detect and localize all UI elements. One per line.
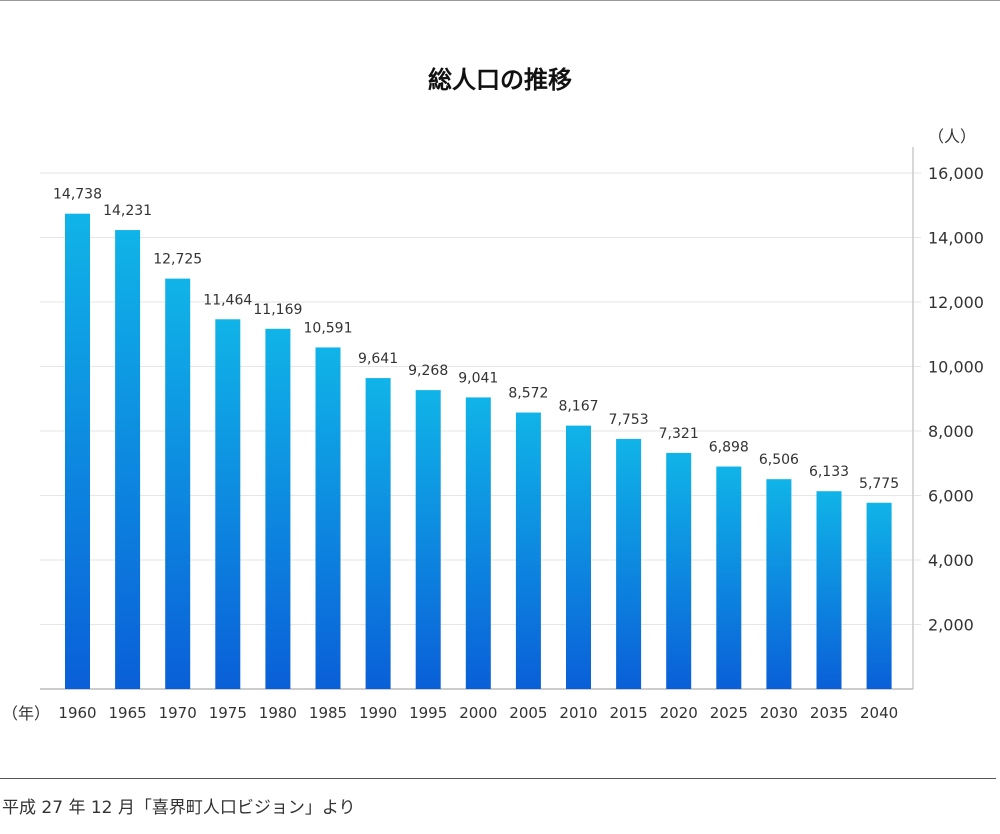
y-tick-label: 10,000 bbox=[928, 358, 984, 377]
bar bbox=[115, 230, 141, 690]
bar-chart: 2,000 4,000 6,000 8,000 10,000 12,000 14,000 16… bbox=[2, 127, 984, 723]
data-label: 6,506 bbox=[759, 452, 799, 468]
y-tick-label: 8,000 bbox=[928, 422, 974, 441]
data-label: 6,133 bbox=[809, 464, 849, 480]
source-divider bbox=[0, 778, 996, 779]
data-label: 7,321 bbox=[659, 426, 699, 442]
x-tick-label: 1970 bbox=[159, 704, 197, 722]
data-label: 9,041 bbox=[458, 370, 498, 386]
bar bbox=[65, 213, 90, 689]
data-label: 12,725 bbox=[153, 252, 202, 268]
data-label: 7,753 bbox=[609, 412, 649, 428]
data-label: 11,464 bbox=[203, 292, 252, 308]
data-label: 10,591 bbox=[304, 320, 353, 336]
bar bbox=[515, 412, 541, 689]
bar bbox=[866, 502, 892, 689]
y-axis-unit: （人） bbox=[928, 127, 976, 146]
y-tick-label: 2,000 bbox=[928, 616, 974, 635]
bar bbox=[566, 425, 591, 689]
bar bbox=[465, 397, 491, 689]
bar bbox=[215, 319, 241, 689]
data-label: 9,268 bbox=[408, 363, 448, 379]
x-tick-label: 2000 bbox=[459, 704, 497, 722]
data-label: 14,231 bbox=[103, 203, 152, 219]
x-axis-unit: （年） bbox=[2, 704, 50, 723]
bar bbox=[315, 347, 341, 689]
x-tick-label: 2015 bbox=[610, 704, 648, 722]
data-label: 11,169 bbox=[253, 302, 302, 318]
data-label: 5,775 bbox=[859, 476, 899, 492]
bar bbox=[365, 378, 391, 689]
x-tick-label: 1960 bbox=[58, 704, 96, 722]
y-tick-label: 6,000 bbox=[928, 487, 974, 506]
x-tick-label: 2035 bbox=[810, 704, 848, 722]
bar bbox=[816, 491, 842, 689]
x-tick-label: 2010 bbox=[559, 704, 597, 722]
top-border bbox=[0, 0, 1000, 1]
x-tick-label: 2030 bbox=[760, 704, 798, 722]
x-tick-label: 2005 bbox=[509, 704, 547, 722]
y-tick-label: 12,000 bbox=[928, 293, 984, 312]
data-label: 14,738 bbox=[53, 187, 102, 203]
x-tick-label: 1980 bbox=[259, 704, 297, 722]
chart-title: 総人口の推移 bbox=[428, 66, 572, 94]
bar bbox=[265, 328, 291, 689]
data-label: 9,641 bbox=[358, 351, 398, 367]
bar bbox=[666, 452, 692, 689]
x-tick-label: 1985 bbox=[309, 704, 347, 722]
source-note: 平成 27 年 12 月「喜界町人口ビジョン」より bbox=[2, 798, 356, 818]
bar bbox=[165, 278, 191, 689]
x-tick-label: 2040 bbox=[860, 704, 898, 722]
y-tick-label: 14,000 bbox=[928, 229, 984, 248]
x-tick-label: 1975 bbox=[209, 704, 247, 722]
bar bbox=[716, 466, 742, 689]
data-label: 8,167 bbox=[558, 399, 598, 415]
x-tick-label: 2025 bbox=[710, 704, 748, 722]
y-tick-label: 4,000 bbox=[928, 551, 974, 570]
x-tick-label: 1995 bbox=[409, 704, 447, 722]
y-tick-label: 16,000 bbox=[928, 164, 984, 183]
data-label: 6,898 bbox=[709, 440, 749, 456]
x-tick-label: 1965 bbox=[109, 704, 147, 722]
bar bbox=[616, 438, 642, 689]
data-label: 8,572 bbox=[508, 386, 548, 402]
x-tick-label: 1990 bbox=[359, 704, 397, 722]
bar bbox=[415, 390, 441, 689]
x-tick-label: 2020 bbox=[660, 704, 698, 722]
bar bbox=[766, 479, 792, 689]
